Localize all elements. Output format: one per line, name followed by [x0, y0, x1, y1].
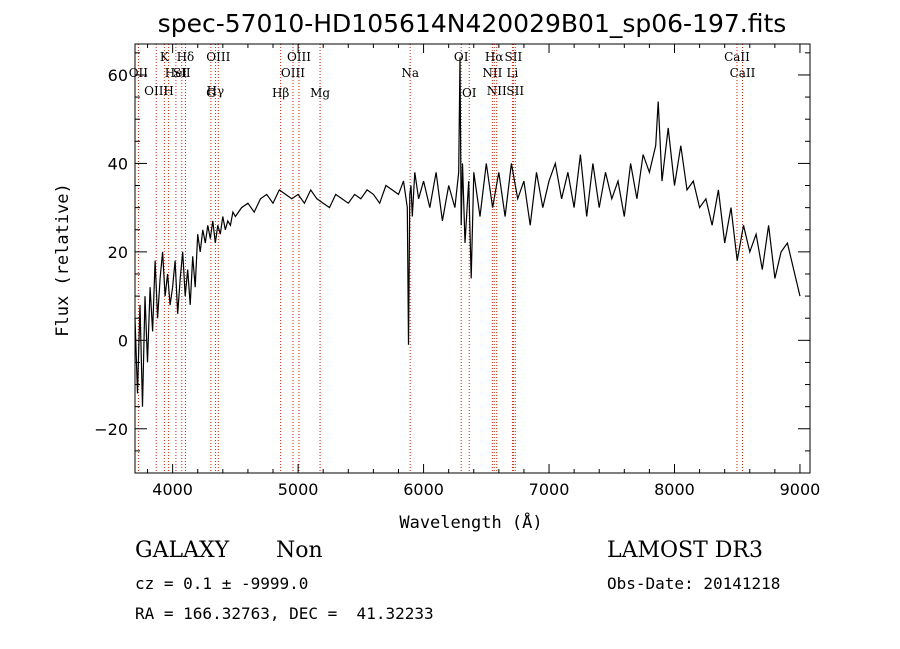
plot-frame [134, 43, 811, 474]
x-tick-label-7000: 7000 [529, 480, 570, 499]
y-axis-label: Flux (relative) [53, 183, 73, 337]
y-tick-label-20: 20 [108, 243, 128, 262]
survey-name: LAMOST DR3 [607, 538, 763, 563]
y-tick-label-60: 60 [108, 66, 128, 85]
marker-label-9: OIII [206, 50, 230, 64]
marker-label-18: Hα [485, 50, 504, 64]
marker-label-15: OI [454, 50, 469, 64]
y-tick-label-40: 40 [108, 154, 128, 173]
x-axis-label: Wavelength (Å) [399, 511, 542, 533]
x-tick-label-8000: 8000 [654, 480, 695, 499]
marker-label-19: NII [487, 84, 507, 98]
marker-label-7: SII [173, 66, 191, 80]
marker-label-13: Mg [310, 86, 330, 100]
marker-label-12: OIII [287, 50, 311, 64]
marker-label-10: Hβ [272, 86, 289, 100]
y-tick-label--20: −20 [94, 420, 128, 439]
marker-label-5: HeI [165, 66, 188, 80]
marker-label-4: Hδ [177, 50, 195, 64]
marker-label-11: OIII [281, 66, 305, 80]
object-type: GALAXY [135, 538, 230, 563]
marker-label-22: SII [506, 84, 524, 98]
x-tick-label-5000: 5000 [278, 480, 319, 499]
marker-label-3: OIII [144, 84, 168, 98]
axis-ticks-layer: 4000 5000 6000 7000 8000 9000 −20 0 20 40 60 [94, 44, 820, 499]
line-labels-layer: K H OII OIII Hδ HeI Hγ SII G OIII Hβ OIII OIII Mg Na OI… [129, 50, 756, 100]
y-tick-label-0: 0 [118, 331, 128, 350]
marker-label-24: CaII [730, 66, 756, 80]
marker-label-17: NII [482, 66, 502, 80]
x-tick-label-9000: 9000 [780, 480, 821, 499]
x-tick-label-6000: 6000 [403, 480, 444, 499]
marker-label-21: SII [505, 50, 523, 64]
marker-label-23: CaII [724, 50, 750, 64]
marker-label-14: Na [401, 66, 419, 80]
x-tick-label-4000: 4000 [152, 480, 193, 499]
chart-title: spec-57010-HD105614N420029B01_sp06-197.f… [158, 9, 787, 38]
spectrum-layer [134, 57, 801, 407]
marker-label-0: K [160, 50, 170, 64]
marker-label-8: G [206, 86, 216, 100]
marker-label-2: OII [129, 66, 149, 80]
line-markers-layer [137, 44, 743, 473]
marker-label-16: OI [462, 86, 477, 100]
marker-label-1: H [163, 84, 173, 98]
coordinates-line: RA = 166.32763, DEC = 41.32233 [135, 604, 434, 623]
redshift-line: cz = 0.1 ± -9999.0 [135, 574, 309, 593]
marker-label-6: Hγ [207, 84, 225, 98]
marker-label-20: Li [506, 66, 518, 80]
object-subclass: Non [276, 538, 323, 563]
spectrum-line [134, 57, 801, 407]
obs-date-line: Obs-Date: 20141218 [607, 574, 781, 593]
